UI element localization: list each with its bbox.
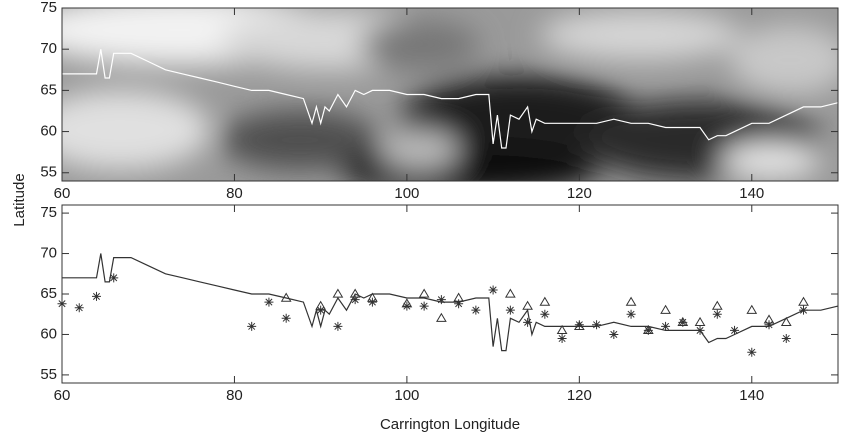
y-tick-label: 70: [40, 245, 57, 262]
triangle-marker: [436, 312, 447, 322]
asterisk-marker: [350, 295, 360, 305]
asterisk-marker: [747, 347, 757, 357]
x-tick-label: 140: [739, 387, 764, 404]
x-tick-label: 120: [567, 387, 592, 404]
asterisk-marker: [643, 325, 653, 335]
triangle-marker: [677, 316, 689, 326]
plot-frame: [61, 204, 839, 384]
asterisk-marker: [333, 321, 343, 331]
triangle-marker: [522, 300, 533, 310]
asterisk-marker: [626, 309, 636, 319]
triangle-marker: [660, 304, 671, 314]
triangle-marker: [332, 288, 344, 298]
asterisk-marker: [592, 320, 602, 330]
asterisk-marker: [488, 285, 498, 295]
asterisk-marker: [109, 273, 119, 283]
triangle-marker: [798, 296, 809, 306]
asterisk-marker: [436, 295, 446, 305]
asterisk-marker: [695, 325, 705, 335]
data-line: [62, 253, 839, 352]
y-tick-label: 65: [40, 285, 57, 302]
triangle-marker: [418, 288, 430, 298]
triangle-marker: [642, 324, 654, 335]
triangle-marker: [453, 292, 464, 302]
x-tick-label: 60: [54, 185, 71, 202]
triangle-marker: [556, 324, 568, 335]
triangle-marker: [504, 288, 516, 298]
asterisk-marker: [419, 301, 429, 311]
asterisk-marker: [523, 317, 533, 327]
y-tick-label: 60: [40, 325, 57, 342]
triangle-marker: [539, 296, 551, 306]
triangle-marker: [401, 298, 413, 308]
y-tick-label: 65: [40, 81, 57, 98]
data-line: [62, 49, 839, 149]
triangle-marker: [573, 320, 585, 331]
triangle-marker: [763, 314, 775, 324]
asterisk-marker: [74, 303, 84, 313]
x-tick-label: 100: [394, 185, 419, 202]
asterisk-marker: [764, 320, 774, 330]
x-tick-label: 120: [567, 185, 592, 202]
triangle-marker: [349, 288, 361, 298]
x-tick-label: 80: [226, 185, 243, 202]
asterisk-marker: [247, 321, 257, 331]
asterisk-marker: [454, 299, 464, 309]
asterisk-marker: [471, 305, 481, 315]
asterisk-marker: [540, 309, 550, 319]
x-tick-label: 100: [394, 387, 419, 404]
y-tick-label: 55: [40, 366, 57, 383]
asterisk-marker: [574, 320, 584, 330]
triangle-marker: [367, 292, 378, 302]
triangle-marker: [694, 316, 706, 326]
asterisk-marker: [712, 309, 722, 319]
asterisk-marker: [316, 305, 326, 315]
triangle-marker: [625, 296, 637, 306]
y-tick-label: 75: [40, 0, 57, 16]
asterisk-marker: [367, 297, 377, 307]
x-tick-label: 140: [739, 185, 764, 202]
asterisk-marker: [799, 305, 809, 315]
background-image: [62, 8, 838, 181]
y-tick-label: 55: [40, 164, 57, 181]
x-tick-label: 60: [54, 387, 71, 404]
triangle-marker: [315, 300, 327, 310]
asterisk-marker: [781, 334, 791, 343]
asterisk-marker: [505, 305, 515, 315]
triangle-marker: [280, 292, 292, 302]
y-tick-label: 75: [40, 204, 57, 221]
asterisk-marker: [281, 313, 291, 323]
plot-frame: [61, 7, 839, 182]
x-axis-label: Carrington Longitude: [380, 416, 520, 433]
asterisk-marker: [661, 321, 671, 331]
asterisk-marker: [609, 329, 619, 339]
y-tick-label: 60: [40, 123, 57, 140]
y-tick-label: 70: [40, 40, 57, 57]
y-axis-label: Latitude: [11, 173, 28, 226]
triangle-marker: [780, 316, 792, 326]
asterisk-marker: [730, 325, 740, 335]
triangle-marker: [746, 304, 758, 314]
asterisk-marker: [264, 297, 274, 307]
asterisk-marker: [678, 317, 688, 327]
asterisk-marker: [402, 301, 412, 311]
asterisk-marker: [557, 334, 567, 343]
triangle-marker: [711, 300, 723, 310]
asterisk-marker: [91, 291, 101, 301]
x-tick-label: 80: [226, 387, 243, 404]
